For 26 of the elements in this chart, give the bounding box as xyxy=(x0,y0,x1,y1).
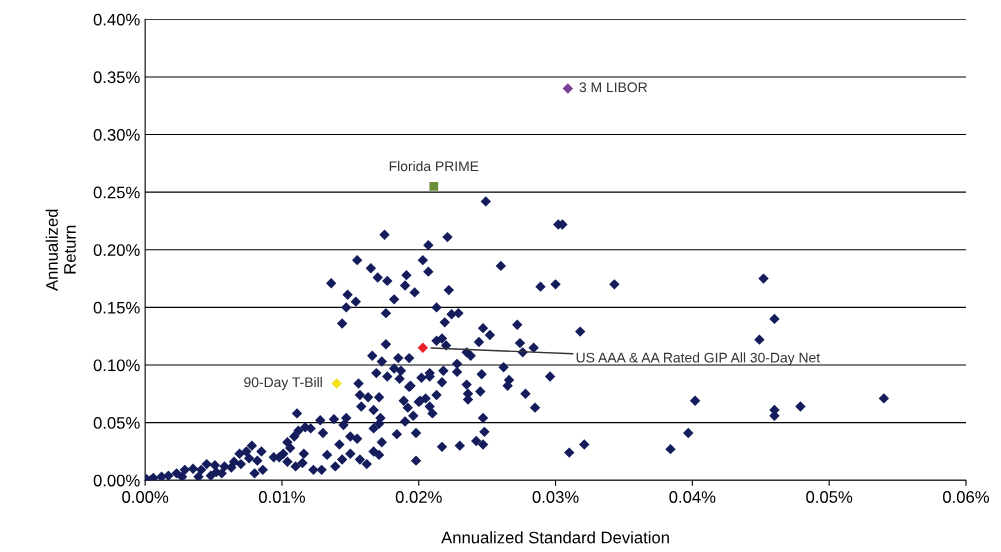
y-tick-label: 0.05% xyxy=(93,417,140,429)
x-tick-label: 0.00% xyxy=(122,491,169,503)
y-tick-label: 0.30% xyxy=(93,128,140,141)
y-tick-label: 0.20% xyxy=(93,244,140,256)
x-tick-label: 0.05% xyxy=(806,491,853,503)
series-label: Florida PRIME xyxy=(389,160,479,172)
series-label: 3 M LIBOR xyxy=(579,82,648,93)
x-tick-label: 0.01% xyxy=(258,491,305,503)
y-tick-label: 0.10% xyxy=(93,359,140,372)
series-label: 90-Day T-Bill xyxy=(244,376,322,390)
y-tick-label: 0.40% xyxy=(93,13,140,26)
point xyxy=(417,342,429,353)
point xyxy=(562,83,574,94)
point xyxy=(429,182,439,191)
x-tick-label: 0.06% xyxy=(942,491,989,503)
x-axis-title: Annualized Standard Deviation xyxy=(441,531,669,544)
y-tick-label: 0.25% xyxy=(93,186,140,199)
y-tick-label: 0.00% xyxy=(93,474,140,487)
x-tick-label: 0.03% xyxy=(532,491,579,503)
y-axis-title: Annualized Return xyxy=(45,209,76,291)
x-tick-label: 0.04% xyxy=(669,491,716,503)
x-tick-label: 0.02% xyxy=(395,491,442,503)
point xyxy=(331,378,342,389)
y-tick-label: 0.15% xyxy=(93,301,140,314)
text: US AAA & AA Rated GIP All 30-Day Net xyxy=(576,352,821,366)
y-tick-label: 0.35% xyxy=(93,71,140,84)
